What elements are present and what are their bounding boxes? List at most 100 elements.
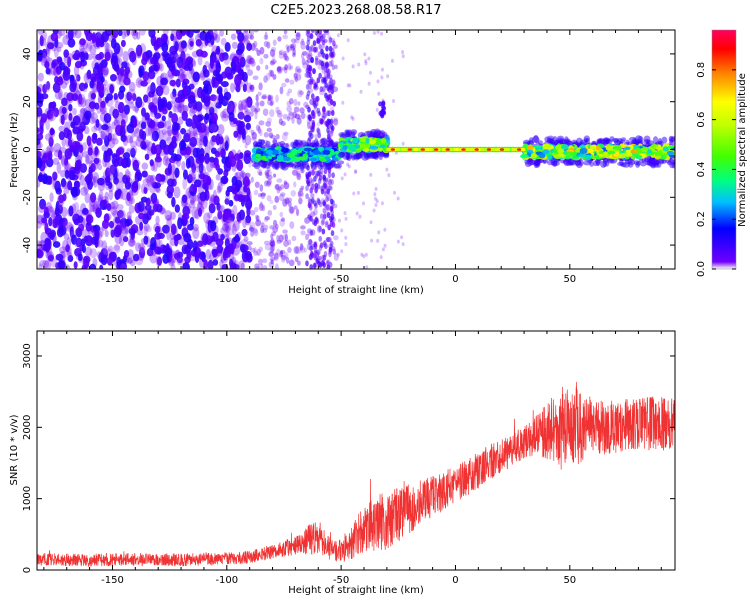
spectrogram-cell bbox=[242, 218, 247, 229]
spectrogram-cell bbox=[118, 220, 127, 231]
spectrogram-cell bbox=[289, 79, 295, 85]
spectrogram-cell bbox=[266, 174, 273, 180]
spectrogram-cell bbox=[201, 165, 206, 176]
spectrogram-cell bbox=[249, 247, 256, 253]
spectrogram-cell bbox=[327, 119, 332, 126]
spectrogram-cell bbox=[125, 257, 134, 264]
spectrogram-cell bbox=[54, 206, 60, 217]
spectrogram-cell bbox=[132, 30, 139, 40]
spectrogram-cell bbox=[75, 170, 80, 179]
spectrogram-cell bbox=[328, 36, 333, 45]
spectrogram-cell bbox=[116, 188, 121, 200]
spectrogram-cell bbox=[120, 119, 126, 129]
spectrogram-cell bbox=[81, 244, 86, 253]
spectrogram-cell bbox=[323, 168, 328, 175]
spectrogram-cell bbox=[64, 121, 71, 132]
spectrogram-cell bbox=[167, 178, 175, 187]
spectrogram-cell bbox=[634, 154, 643, 160]
spectrogram-cell bbox=[177, 104, 183, 113]
spectrogram-cell bbox=[240, 99, 247, 110]
spectrogram-cell bbox=[91, 32, 96, 44]
spectrogram-cell bbox=[305, 178, 310, 185]
spectrogram-cell bbox=[172, 105, 177, 113]
spectrogram-cell bbox=[291, 235, 297, 242]
spectrogram-cell bbox=[117, 209, 124, 219]
spectrogram-cell bbox=[198, 195, 205, 206]
spectrogram-cell bbox=[144, 204, 152, 211]
spectrogram-cell bbox=[393, 190, 397, 195]
spectrogram-cell bbox=[289, 65, 293, 70]
spectrogram-cell bbox=[228, 199, 234, 207]
spectrogram-cell bbox=[195, 49, 204, 57]
spectrogram-cell bbox=[325, 176, 331, 184]
spectrogram-cell bbox=[669, 136, 675, 143]
y-tick-label: 20 bbox=[22, 95, 33, 108]
spectrogram-cell bbox=[138, 243, 145, 250]
spectrogram-cell bbox=[289, 221, 295, 229]
spectrogram-cell bbox=[89, 263, 97, 269]
spectrogram-cell bbox=[91, 125, 98, 133]
spectrogram-cell bbox=[37, 138, 41, 146]
spectrogram-cell bbox=[147, 69, 156, 80]
spectrogram-cell bbox=[283, 30, 288, 35]
spectrogram-cell bbox=[330, 109, 335, 116]
spectrogram-cell bbox=[620, 137, 627, 142]
spectrogram-cell bbox=[112, 133, 117, 142]
spectrogram-cell bbox=[168, 111, 173, 119]
spectrogram-cell bbox=[312, 98, 317, 105]
spectrogram-cell bbox=[374, 203, 378, 208]
spectrogram-cell bbox=[625, 139, 630, 145]
spectrogram-cell bbox=[145, 49, 153, 59]
spectrogram-cell bbox=[123, 77, 131, 86]
spectrogram-cell bbox=[262, 108, 269, 116]
spectrogram-cell bbox=[400, 235, 404, 240]
spectrogram-cell bbox=[58, 88, 63, 101]
spectrogram-cell bbox=[300, 192, 304, 198]
spectrogram-cell bbox=[193, 127, 198, 137]
spectrogram-cell bbox=[655, 146, 662, 150]
spectrogram-cell bbox=[79, 38, 86, 46]
spectrogram-cell bbox=[264, 243, 271, 251]
spectrogram-cell bbox=[318, 255, 322, 261]
spectrogram-cell bbox=[78, 93, 83, 105]
spectrogram-cell bbox=[280, 217, 286, 222]
spectrogram-cell bbox=[526, 145, 534, 151]
spectrogram-cell bbox=[246, 54, 253, 64]
spectrogram-cell bbox=[305, 83, 310, 90]
spectrogram-cell bbox=[140, 140, 147, 150]
spectrogram-cell bbox=[331, 160, 336, 166]
spectrogram-cell bbox=[270, 238, 275, 244]
spectrogram-cell bbox=[57, 193, 65, 206]
spectrogram-cell bbox=[161, 115, 166, 122]
spectrogram-cell bbox=[164, 120, 172, 130]
spectrogram-cell bbox=[575, 137, 583, 146]
spectrogram-cell bbox=[291, 116, 295, 124]
spectrogram-cell bbox=[374, 140, 380, 145]
spectrogram-cell bbox=[226, 102, 234, 113]
spectrogram-cell bbox=[217, 204, 223, 216]
spectrogram-cell bbox=[272, 226, 278, 233]
spectrogram-cell bbox=[248, 226, 255, 232]
spectrogram-cell bbox=[251, 147, 257, 154]
spectrogram-cell bbox=[136, 229, 144, 236]
spectrogram-cell bbox=[275, 94, 279, 103]
spectrogram-cell bbox=[293, 98, 298, 107]
spectrogram-cell bbox=[108, 181, 113, 190]
spectrogram-cell bbox=[286, 152, 295, 159]
spectrogram-cell bbox=[613, 145, 622, 150]
spectrogram-cell bbox=[113, 244, 121, 251]
spectrogram-cell bbox=[342, 144, 348, 150]
spectrogram-cell bbox=[237, 103, 245, 111]
spectrogram-cell bbox=[330, 179, 334, 186]
spectrogram-cell bbox=[126, 91, 133, 102]
spectrogram-cell bbox=[303, 147, 313, 152]
spectrogram-cell bbox=[661, 136, 668, 144]
spectrogram-cell bbox=[279, 211, 284, 218]
spectrogram-cell bbox=[309, 177, 313, 184]
spectrogram-cell bbox=[547, 154, 553, 160]
spectrogram-cell bbox=[177, 73, 186, 80]
spectrogram-cell bbox=[249, 221, 256, 230]
spectrogram-cell bbox=[231, 162, 237, 172]
spectrogram-cell bbox=[317, 51, 322, 58]
spectrogram-cell bbox=[188, 37, 195, 46]
